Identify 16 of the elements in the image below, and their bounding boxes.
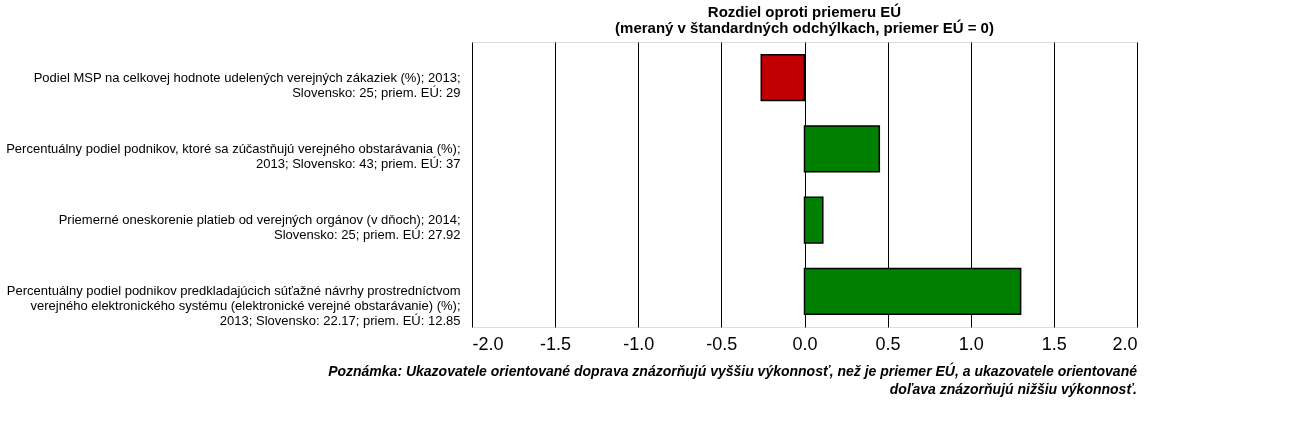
x-tick-label: 0.0 [792,333,818,354]
chart-title: Rozdiel oproti priemeru EÚ [707,3,902,20]
x-tick-label: -0.5 [706,333,738,354]
y-tick-label: Percentuálny podiel podnikov predkladajúcich súťažné návrhy prostredníctvom verejného elektronického systému (elektronické verejné obstarávanie) (%); 2013; Slovensko: 22.17; priem. EÚ: 12.85 [6,283,461,329]
text: Poznámka: Ukazovatele orientované doprava znázorňujú vyššiu výkonnosť, než je priemer EÚ, a ukazovatele orientované doľava znázorňujú nižšiu výkonnosť. [328,362,1138,397]
x-tick-label: -1.0 [623,333,655,354]
x-tick-label: -2.0 [472,333,504,354]
y-tick-label: Priemerné oneskorenie platieb od verejných orgánov (v dňoch); 2014; Slovensko: 25; priem. EÚ: 27.92 [58,212,461,243]
x-tick-label: -1.5 [540,333,572,354]
x-tick-label: 0.5 [875,333,901,354]
y-tick-label: Podiel MSP na celkovej hodnote udelených verejných zákaziek (%); 2013; Slovensko: 25; priem. EÚ: 29 [33,69,461,100]
x-tick-label: 2.0 [1112,333,1138,354]
y-tick-label: Percentuálny podiel podnikov, ktoré sa zúčastňujú verejného obstarávania (%); 2013; Slovensko: 43; priem. EÚ: 37 [6,140,461,171]
chart-subtitle: (meraný v štandardných odchýlkach, priemer EÚ = 0) [615,19,994,36]
x-tick-label: 1.5 [1041,333,1067,354]
x-tick-label: 1.0 [958,333,984,354]
